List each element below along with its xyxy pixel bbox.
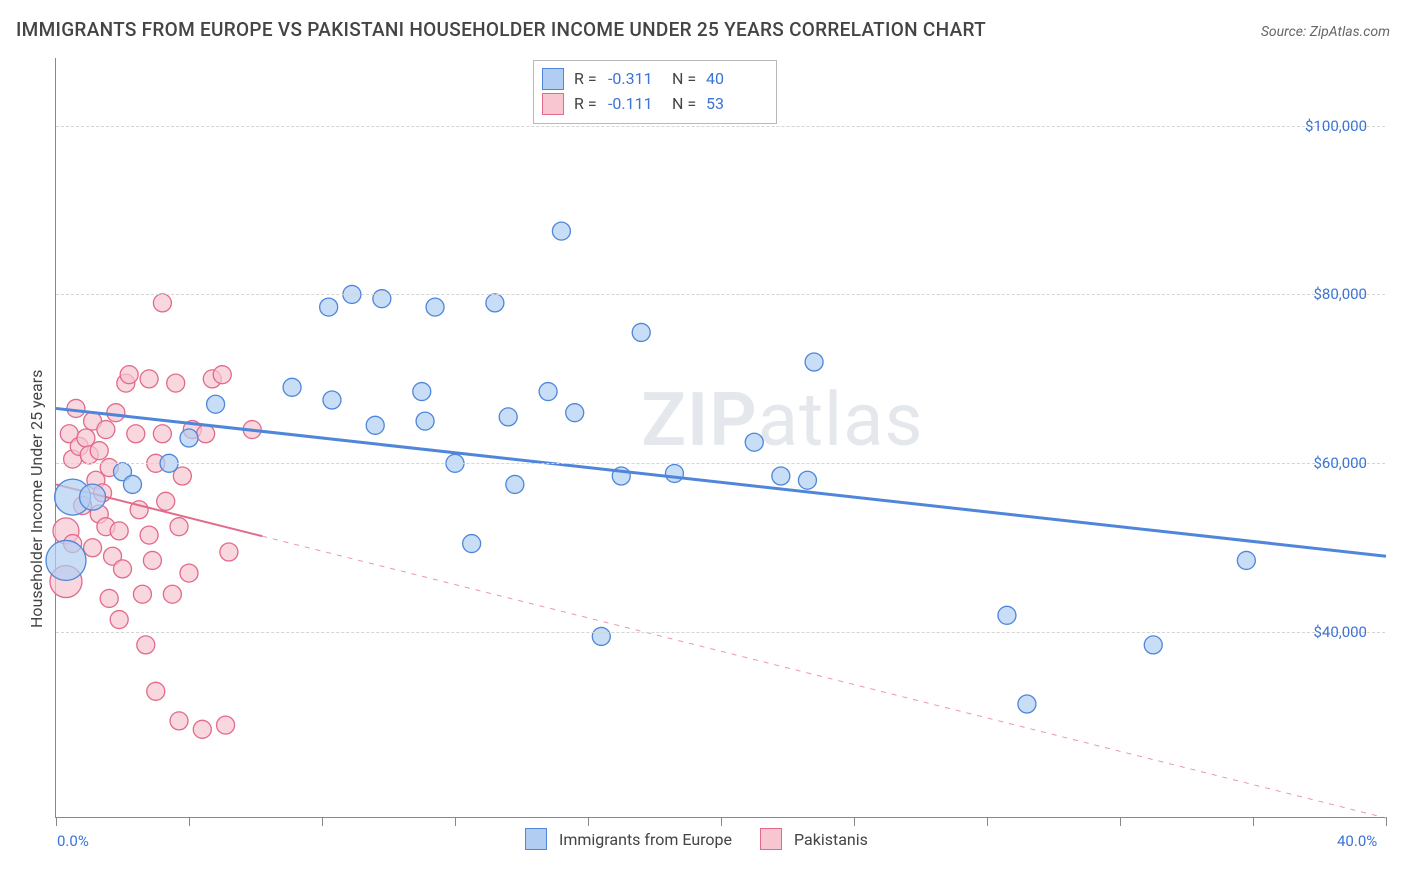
n-value-blue: 40: [706, 67, 764, 92]
source-prefix: Source:: [1261, 24, 1310, 40]
chart-title: IMMIGRANTS FROM EUROPE VS PAKISTANI HOUS…: [16, 18, 986, 41]
source-line: Source: ZipAtlas.com: [1261, 24, 1390, 40]
grid-line: [56, 463, 1385, 464]
stats-legend-box: R = -0.311 N = 40 R = -0.111 N = 53: [533, 60, 777, 124]
x-tick: [455, 817, 456, 826]
swatch-pink: [760, 828, 782, 850]
legend-label-blue: Immigrants from Europe: [559, 830, 732, 849]
legend-bottom: Immigrants from Europe Pakistanis: [525, 828, 868, 850]
stats-row-blue: R = -0.311 N = 40: [542, 67, 764, 92]
swatch-blue: [525, 828, 547, 850]
n-value-pink: 53: [706, 92, 764, 117]
legend-item-blue: Immigrants from Europe: [525, 828, 732, 850]
grid-line: [56, 126, 1385, 127]
x-tick: [189, 817, 190, 826]
x-tick: [322, 817, 323, 826]
legend-item-pink: Pakistanis: [760, 828, 868, 850]
y-tick-label: $100,000: [1305, 117, 1367, 135]
grid-line: [56, 632, 1385, 633]
x-tick: [588, 817, 589, 826]
x-tick: [1253, 817, 1254, 826]
swatch-pink: [542, 93, 564, 115]
x-tick: [987, 817, 988, 826]
legend-label-pink: Pakistanis: [794, 830, 868, 849]
x-tick: [1386, 817, 1387, 826]
x-axis-left-label: 0.0%: [57, 832, 89, 850]
stats-row-pink: R = -0.111 N = 53: [542, 92, 764, 117]
x-tick: [56, 817, 57, 826]
swatch-blue: [542, 68, 564, 90]
y-axis-label: Householder Income Under 25 years: [27, 370, 46, 628]
x-tick: [854, 817, 855, 826]
n-label: N =: [672, 67, 700, 92]
x-tick: [721, 817, 722, 826]
r-value-blue: -0.311: [608, 67, 666, 92]
r-label: R =: [574, 67, 602, 92]
grid-line: [56, 294, 1385, 295]
r-value-pink: -0.111: [608, 92, 666, 117]
n-label: N =: [672, 92, 700, 117]
x-axis-right-label: 40.0%: [1337, 832, 1377, 850]
source-name: ZipAtlas.com: [1310, 24, 1390, 40]
y-tick-label: $80,000: [1313, 285, 1367, 303]
r-label: R =: [574, 92, 602, 117]
x-tick: [1120, 817, 1121, 826]
plot-area: ZIPatlas $40,000$60,000$80,000$100,000: [55, 58, 1385, 818]
y-tick-label: $40,000: [1313, 623, 1367, 641]
y-tick-label: $60,000: [1313, 454, 1367, 472]
plot-svg: [56, 58, 1386, 818]
